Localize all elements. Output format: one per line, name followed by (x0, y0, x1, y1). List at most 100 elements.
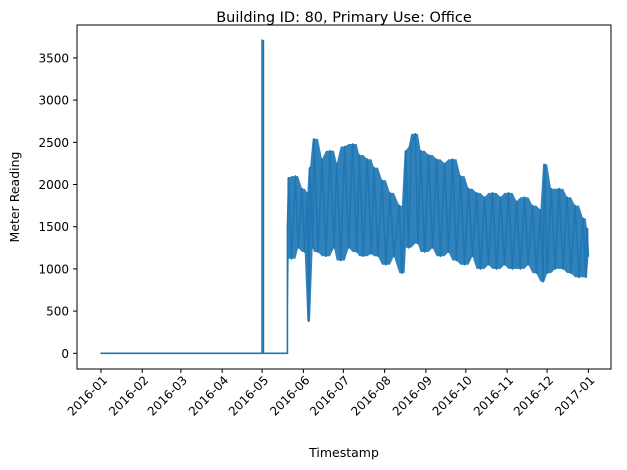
series-line-segment (519, 196, 526, 270)
series-line-segment (325, 150, 331, 258)
series-line-segment (479, 196, 486, 270)
series-band (287, 133, 589, 354)
series-line-segment (329, 150, 335, 249)
series-line-segment (558, 187, 564, 270)
series-line-segment (423, 154, 430, 253)
y-axis: 0 500 1000 1500 2000 2500 3000 3500 (38, 51, 77, 361)
series-line-segment (459, 175, 466, 266)
x-tick-label: 2016-07 (307, 373, 352, 418)
x-tick-label: 2016-04 (186, 373, 231, 418)
series-line-segment (373, 166, 379, 258)
series-line-segment (335, 162, 342, 262)
x-tick-label: 2016-05 (226, 373, 271, 418)
series-line-segment (321, 158, 327, 258)
series-line-segment (339, 145, 346, 262)
series-line-segment (443, 162, 450, 253)
series-line-segment (358, 154, 365, 258)
y-tick-label: 0 (61, 347, 69, 361)
series-line-segment (290, 175, 297, 260)
series-line-segment (381, 179, 387, 266)
series-line-segment (297, 187, 303, 249)
series-layer (100, 39, 590, 355)
x-tick-label: 2016-03 (145, 373, 190, 418)
x-tick-label: 2016-02 (106, 373, 151, 418)
series-line-segment (570, 204, 576, 274)
series-line-segment (385, 192, 391, 266)
series-line-segment (435, 158, 442, 258)
series-line-segment (333, 162, 338, 249)
x-tick-label: 2016-09 (390, 373, 435, 418)
series-line-segment (417, 150, 422, 245)
series-line-segment (405, 150, 410, 249)
y-tick-label: 3500 (38, 51, 69, 65)
y-tick-label: 3000 (38, 94, 69, 108)
y-tick-label: 2000 (38, 178, 69, 192)
x-tick-label: 2016-08 (348, 373, 393, 418)
series-line-segment (566, 196, 572, 274)
series-line-segment (287, 177, 293, 260)
series-line-segment (550, 187, 556, 270)
series-line-segment (578, 217, 584, 279)
series-line-segment (483, 196, 490, 266)
series-line-segment (467, 187, 474, 258)
y-axis-label: Meter Reading (7, 152, 22, 243)
series-line-segment (366, 158, 373, 255)
series-line-segment (311, 138, 315, 249)
series-line-segment (294, 175, 299, 249)
series-line-segment (515, 200, 522, 270)
series-line-segment (471, 192, 478, 258)
series-line-segment (419, 150, 426, 253)
series-line-segment (401, 209, 406, 274)
series-line-segment (317, 158, 323, 253)
x-axis: 2016-012016-022016-032016-042016-052016-… (65, 369, 598, 419)
y-tick-label: 1500 (38, 220, 69, 234)
y-tick-label: 1000 (38, 262, 69, 276)
series-line-segment (351, 143, 358, 253)
series-line-segment (377, 179, 383, 258)
series-line-segment (313, 138, 319, 253)
series-line-segment (455, 175, 462, 262)
series-line-segment (511, 200, 518, 270)
x-tick-label: 2016-10 (430, 373, 475, 418)
x-tick-label: 2017-01 (552, 373, 597, 418)
series-line-segment (531, 204, 538, 274)
series-line-segment (523, 196, 530, 266)
series-line-segment (393, 204, 401, 258)
series-line-segment (307, 166, 311, 323)
series-line-segment (562, 196, 568, 270)
plot-band (287, 133, 589, 354)
x-tick-label: 2016-11 (471, 373, 516, 418)
series-line-segment (301, 187, 306, 253)
series-line-segment (398, 204, 403, 274)
series-line-segment (527, 204, 534, 266)
series-line-segment (535, 209, 542, 274)
series-line-segment (499, 196, 506, 266)
series-line-segment (451, 158, 458, 262)
series-line-segment (475, 192, 482, 270)
series-line-segment (370, 166, 375, 255)
series-line-segment (447, 158, 454, 253)
series-line-segment (427, 154, 434, 249)
y-tick-label: 500 (46, 305, 69, 319)
series-line-segment (586, 227, 590, 258)
series-line-segment (343, 145, 350, 249)
series-line-segment (507, 192, 514, 270)
series-line-segment (414, 133, 419, 245)
series-line-segment (495, 196, 502, 270)
plot-frame (76, 24, 612, 370)
x-tick-label: 2016-06 (267, 373, 312, 418)
series-line-segment (347, 143, 354, 249)
series-line-segment (574, 204, 580, 279)
series-line-segment (431, 158, 438, 249)
series-line-segment (546, 187, 552, 274)
series-line-segment (355, 154, 361, 253)
x-tick-label: 2016-01 (65, 373, 110, 418)
series-line-segment (439, 162, 446, 258)
series-line-segment (463, 187, 470, 266)
x-axis-label: Timestamp (308, 445, 379, 460)
series-line-segment (362, 158, 369, 258)
chart-title: Building ID: 80, Primary Use: Office (216, 10, 472, 26)
series-line-segment (389, 192, 395, 258)
x-tick-label: 2016-12 (511, 373, 556, 418)
